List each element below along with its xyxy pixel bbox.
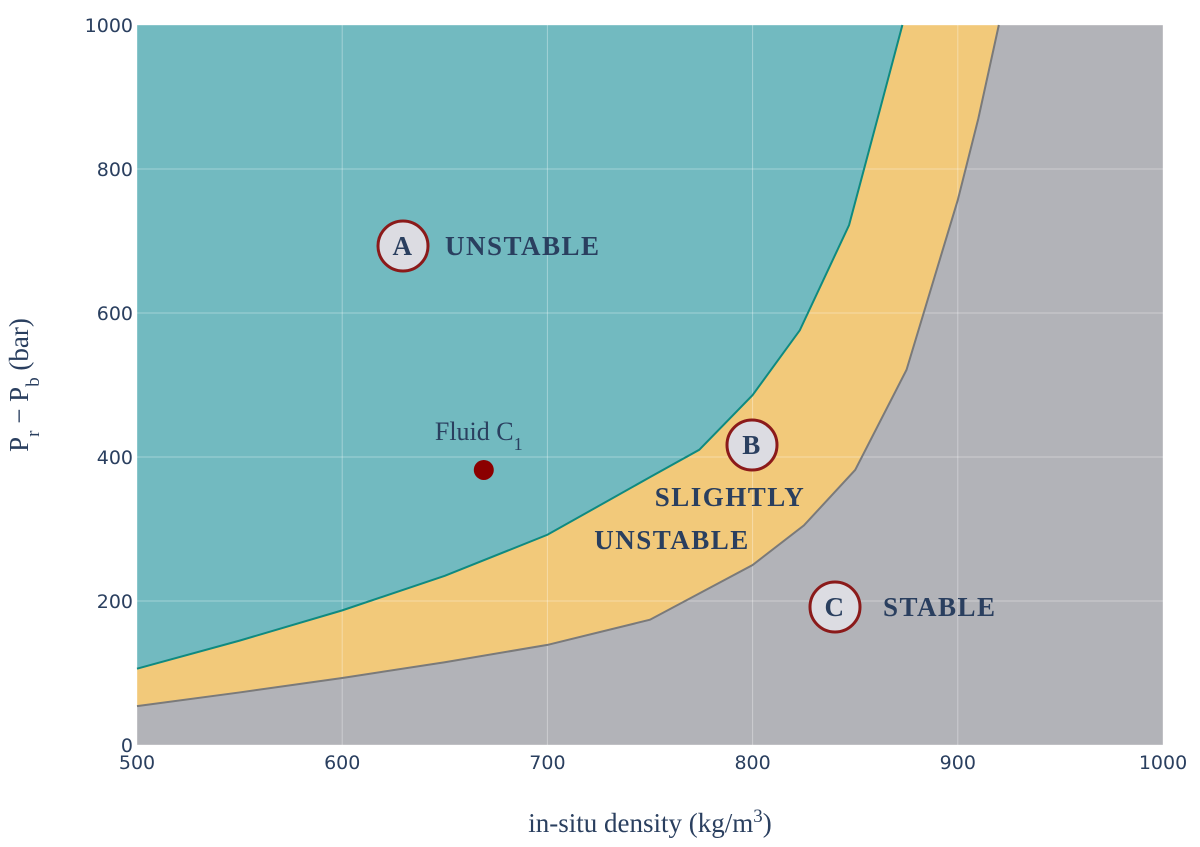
points.label-part: 1 — [514, 434, 523, 454]
x-tick-label: 600 — [324, 752, 360, 774]
region-marker — [725, 418, 779, 472]
region-label: SLIGHTLY — [655, 482, 806, 512]
x-axis-label: in-situ density (kg/m3) — [528, 806, 771, 839]
ylabel-part: b — [23, 377, 44, 386]
xlabel-part: in-situ density (kg/m — [528, 808, 753, 838]
y-tick-label: 0 — [121, 735, 133, 757]
ylabel-part: − P — [4, 387, 34, 431]
x-tick-label: 500 — [119, 752, 155, 774]
ylabel-part: r — [23, 430, 44, 437]
x-tick-label: 800 — [734, 752, 770, 774]
ylabel-part: (bar) — [4, 318, 34, 377]
y-axis-label: Pr − Pb (bar) — [4, 318, 44, 452]
region-label: UNSTABLE — [445, 231, 601, 261]
y-tick-label: 800 — [97, 159, 133, 181]
region-marker — [808, 580, 862, 634]
y-tick-label: 600 — [97, 303, 133, 325]
x-tick-label: 700 — [529, 752, 565, 774]
region-marker-label: B — [742, 430, 762, 460]
y-tick-label: 200 — [97, 591, 133, 613]
region-marker-label: A — [393, 231, 414, 261]
boundary-line — [136, 24, 904, 670]
region-marker-label: C — [825, 592, 846, 622]
xlabel-part: ) — [763, 808, 772, 838]
boundary-line — [136, 24, 1000, 708]
xlabel-part: 3 — [753, 806, 762, 827]
x-tick-label: 900 — [940, 752, 976, 774]
region-label: STABLE — [883, 592, 997, 622]
y-tick-label: 400 — [97, 447, 133, 469]
x-tick-label: 1000 — [1139, 752, 1187, 774]
ylabel-part: P — [4, 437, 34, 452]
fluid-point — [473, 459, 494, 480]
region-label: UNSTABLE — [594, 525, 750, 555]
points.label-part: Fluid C — [435, 417, 514, 446]
region-fill — [137, 25, 903, 669]
region-marker — [376, 219, 430, 273]
y-tick-label: 1000 — [85, 15, 133, 37]
point-label: Fluid C1 — [435, 417, 523, 454]
